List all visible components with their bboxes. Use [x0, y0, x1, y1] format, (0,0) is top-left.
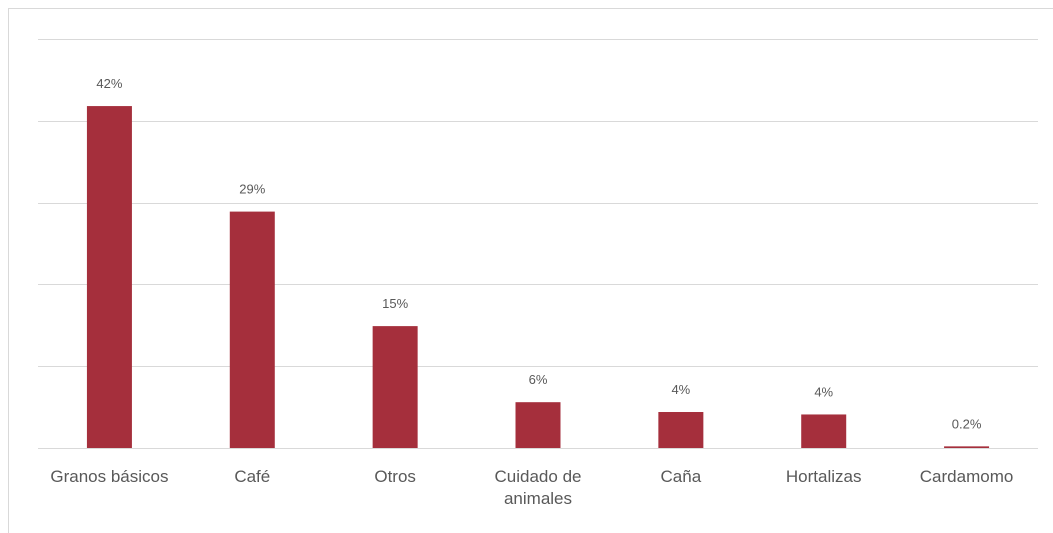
x-tick-label: Hortalizas: [785, 467, 862, 486]
value-label: 42%: [96, 76, 122, 91]
bar: [515, 402, 561, 448]
bar: [86, 106, 132, 449]
chart-border: [8, 8, 1053, 533]
value-label: 15%: [382, 296, 408, 311]
x-tick-label: Otros: [374, 467, 416, 486]
value-label: 4%: [671, 382, 690, 397]
x-tick-label: Café: [234, 467, 271, 486]
bar: [229, 211, 275, 448]
value-label: 6%: [529, 372, 548, 387]
bar: [944, 446, 990, 448]
bar: [801, 414, 847, 448]
x-tick-label: Cuidado de animales: [494, 467, 582, 508]
value-label: 4%: [814, 384, 833, 399]
x-tick-label: Cardamomo: [919, 467, 1014, 486]
value-label: 29%: [239, 182, 265, 197]
x-tick-label: Granos básicos: [50, 467, 169, 486]
value-label: 0.2%: [952, 416, 982, 431]
bar: [372, 326, 418, 448]
bar: [658, 412, 704, 448]
x-tick-label: Caña: [660, 467, 702, 486]
